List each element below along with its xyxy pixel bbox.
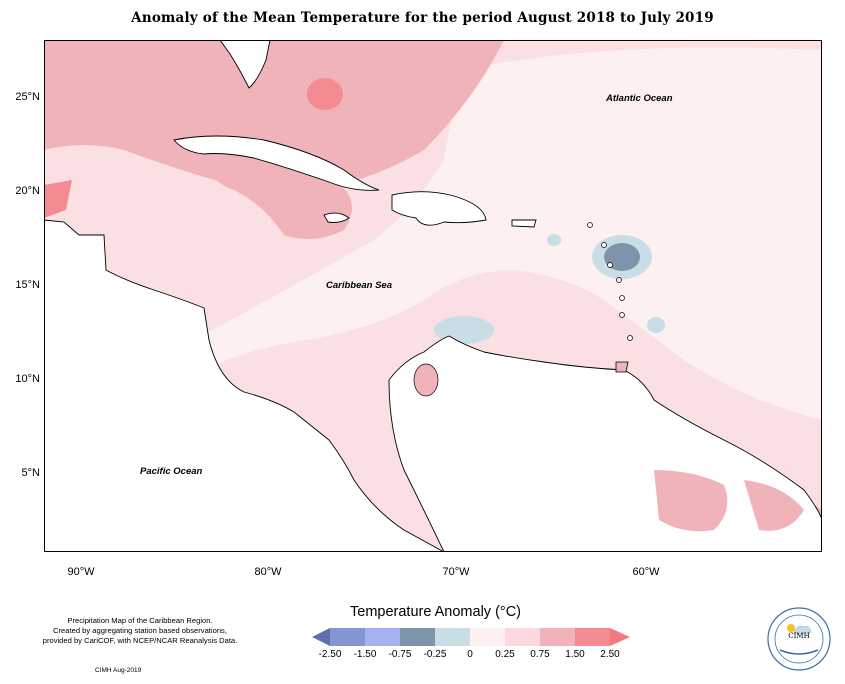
cloud-icon [793,625,811,635]
note-line: provided by CariCOF, with NCEP/NCAR Rean… [42,636,238,645]
legend-cell [610,628,630,646]
legend-cell [470,628,505,646]
legend-cell [312,628,330,646]
x-tick-label: 90°W [67,566,95,578]
x-tick-label: 80°W [254,566,282,578]
legend-cell [365,628,400,646]
hot-spot-yucatan [44,180,72,218]
y-tick-label: 5°N [21,467,40,479]
land-florida [219,40,271,89]
map-title: Anomaly of the Mean Temperature for the … [131,10,714,26]
cimh-logo [767,607,831,671]
credit-date: CIMH Aug-2019 [95,667,142,674]
legend-cell [330,628,365,646]
legend-cell [505,628,540,646]
legend-colorbar [312,628,630,646]
map-panel: Atlantic Ocean Caribbean Sea Pacific Oce… [44,40,822,552]
legend-tick-label: -1.50 [353,649,377,660]
legend-tick-label: -0.75 [388,649,412,660]
land-jamaica [323,212,350,223]
high-anomaly-region-north [44,40,504,190]
cool-area-barbados [647,317,665,333]
sun-icon [787,624,795,632]
y-tick-label: 10°N [15,373,40,385]
legend-tick-label: 0 [467,649,473,660]
x-tick-label: 60°W [632,566,660,578]
land-hispaniola [391,191,487,226]
temperature-anomaly-map [44,40,822,552]
legend-tick-label: 0.75 [530,649,550,660]
note-line: Precipitation Map of the Caribbean Regio… [67,616,213,625]
legend-cell [575,628,610,646]
label-pacific-ocean: Pacific Ocean [140,466,203,477]
wave-icon [779,649,819,655]
y-tick-label: 20°N [15,185,40,197]
lake-maracaibo [413,363,439,397]
logo-name: CIMH [788,632,810,640]
legend-tick-label: -2.50 [318,649,342,660]
x-tick-label: 70°W [442,566,470,578]
land-central-america [44,219,445,552]
legend-tick-label: 2.50 [600,649,620,660]
land-trinidad [615,361,629,373]
legend-title: Temperature Anomaly (°C) [350,604,521,620]
legend-cell [540,628,575,646]
land-puerto-rico [511,219,537,228]
source-note: Precipitation Map of the Caribbean Regio… [20,616,260,646]
hot-spot-bahamas [307,78,343,110]
legend-cell [435,628,470,646]
cool-area-puerto-rico [547,234,561,246]
legend-cell [400,628,435,646]
note-line: Created by aggregating station based obs… [53,626,227,635]
legend-tick-label: 0.25 [495,649,515,660]
map-frame [44,40,822,552]
land-anomaly-guyana [654,470,728,532]
label-caribbean-sea: Caribbean Sea [326,280,392,291]
legend-tick-label: 1.50 [565,649,585,660]
land-lesser-antilles [587,222,633,341]
cold-spot-leeward [604,243,640,271]
legend-cells [312,628,630,646]
y-tick-label: 25°N [15,91,40,103]
low-anomaly-region [194,47,822,420]
label-atlantic-ocean: Atlantic Ocean [606,93,673,104]
land-anomaly-suriname [744,480,804,531]
land-cuba [173,135,380,191]
legend-tick-label: -0.25 [423,649,447,660]
y-tick-label: 15°N [15,279,40,291]
